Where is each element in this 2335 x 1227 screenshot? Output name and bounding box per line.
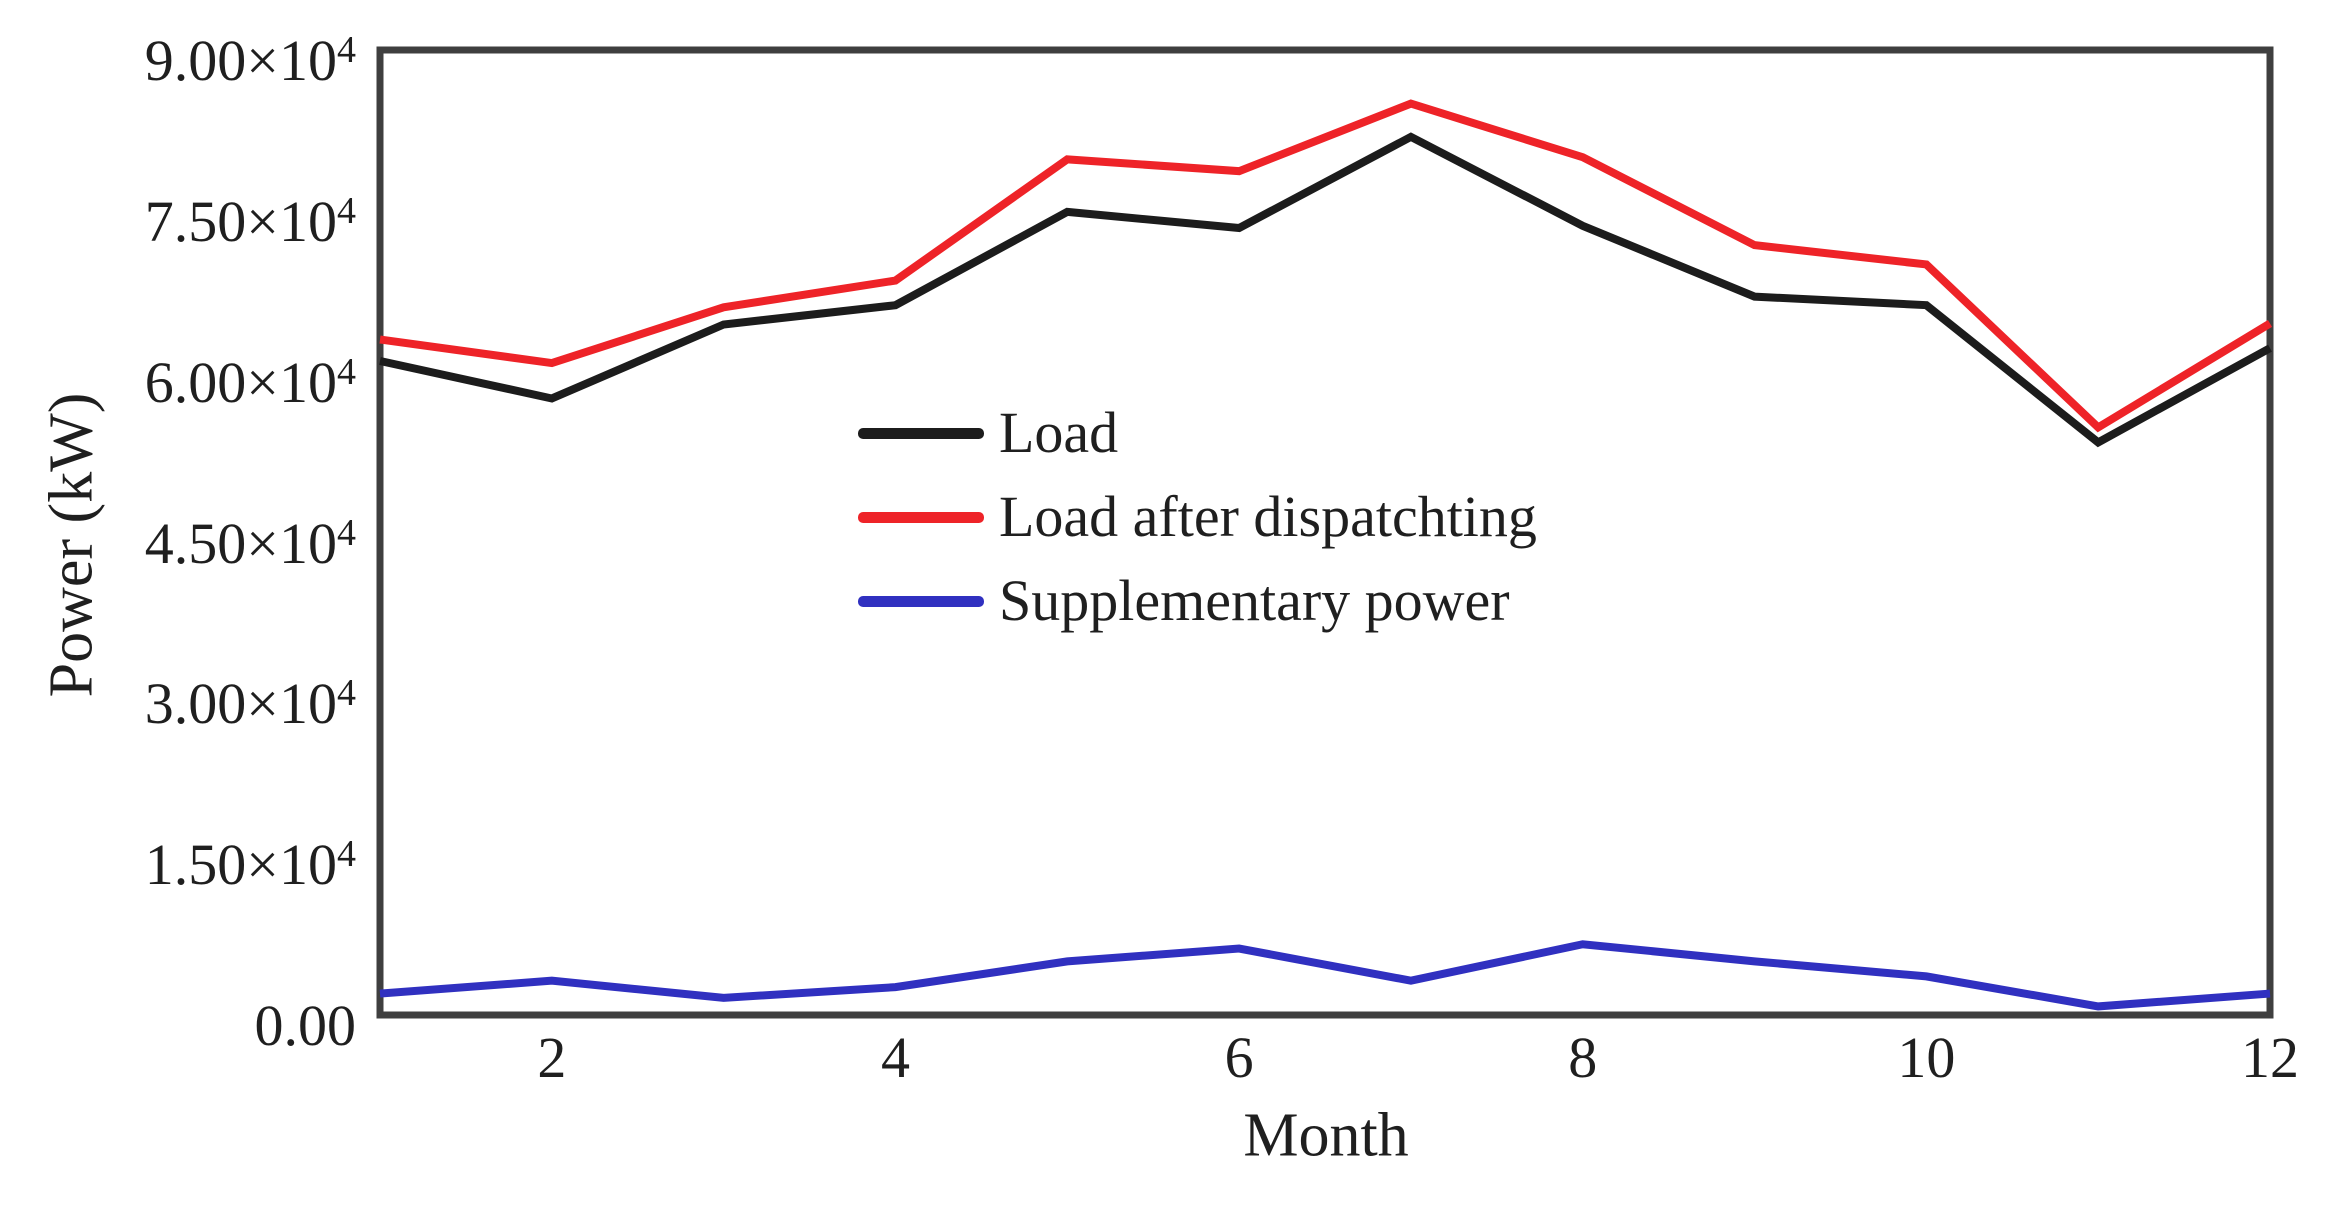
x-tick-label: 8 [1568,1025,1598,1090]
legend: Load Load after dispatchting Supplementa… [858,391,1537,643]
legend-item-load-after-dispatching: Load after dispatchting [858,475,1537,559]
legend-label-load-after-dispatching: Load after dispatchting [999,484,1537,549]
y-tick-label: 9.00×104 [144,28,356,93]
y-tick-label: 3.00×104 [144,671,356,737]
legend-item-load: Load [858,391,1537,475]
series-line-supplementary-power [379,940,2271,1011]
series-line-load-after-dispatchting [379,99,2273,433]
legend-swatch-supplementary-power [858,595,984,607]
x-tick-label: 6 [1224,1025,1254,1090]
y-tick-label: 4.50×104 [144,510,356,576]
x-axis-title: Month [1243,1101,1409,1170]
x-tick-label: 12 [2241,1025,2299,1090]
series-line-load [379,132,2272,448]
legend-item-supplementary-power: Supplementary power [858,559,1537,643]
legend-swatch-load [858,427,984,439]
legend-label-supplementary-power: Supplementary power [999,568,1510,633]
x-tick-label: 2 [537,1025,567,1090]
x-tick-label: 10 [1897,1025,1956,1090]
plot-frame [376,46,2274,1019]
y-tick-label: 7.50×104 [144,188,356,254]
legend-label-load: Load [999,400,1119,465]
y-tick-label: 6.00×104 [144,349,356,415]
x-tick-label: 4 [880,1025,910,1090]
y-tick-label: 0.00 [254,993,357,1058]
legend-swatch-load-after-dispatching [858,511,984,523]
y-axis-title: Power (kW) [37,392,106,698]
y-tick-label: 1.50×104 [144,832,356,898]
